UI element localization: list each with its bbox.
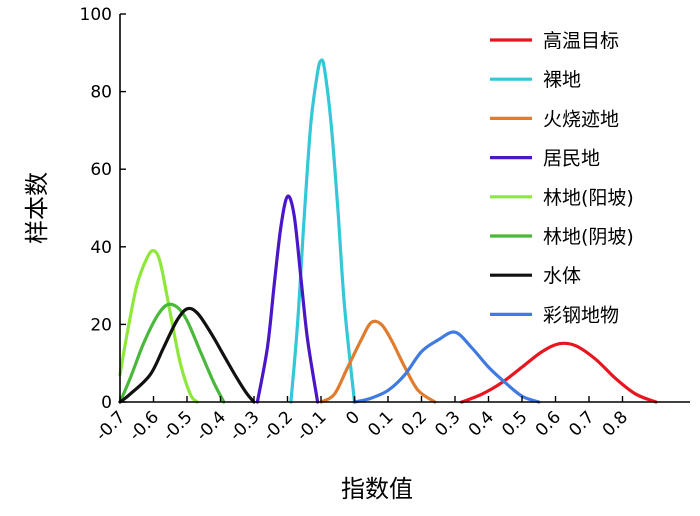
x-tick-label: 0.7 bbox=[565, 407, 598, 440]
legend-label: 裸地 bbox=[543, 69, 581, 91]
y-tick-label: 20 bbox=[90, 315, 112, 335]
series-curves bbox=[118, 58, 658, 404]
series-line bbox=[118, 249, 199, 404]
series-line bbox=[460, 341, 658, 404]
x-axis-ticks: -0.7-0.6-0.5-0.4-0.3-0.2-0.1 0 0.1 0.2 0.3 0.… bbox=[92, 396, 632, 445]
x-tick-label: 0.2 bbox=[398, 407, 431, 440]
x-axis-title: 指数值 bbox=[341, 475, 413, 503]
y-axis-ticks: 0 20 40 60 80 100 bbox=[80, 5, 126, 413]
legend-label: 居民地 bbox=[543, 148, 600, 170]
y-tick-label: 100 bbox=[80, 5, 112, 25]
y-tick-label: 80 bbox=[90, 83, 112, 103]
legend-label: 林地(阳坡) bbox=[543, 187, 634, 209]
series-line bbox=[289, 58, 357, 404]
x-tick-label: -0.3 bbox=[226, 407, 264, 445]
x-tick-label: 0.1 bbox=[364, 407, 397, 440]
x-tick-label: -0.6 bbox=[125, 407, 163, 445]
series-line bbox=[255, 194, 320, 404]
x-tick-label: 0.4 bbox=[465, 407, 498, 440]
x-tick-label: -0.7 bbox=[92, 407, 130, 445]
series-line bbox=[319, 319, 437, 404]
x-tick-label: 0 bbox=[342, 407, 364, 429]
y-tick-label: 60 bbox=[90, 160, 112, 180]
legend-label: 火烧迹地 bbox=[543, 108, 619, 130]
series-line bbox=[118, 302, 226, 404]
y-tick-label: 40 bbox=[90, 238, 112, 258]
y-tick-label: 0 bbox=[101, 393, 112, 413]
x-tick-label: 0.3 bbox=[431, 407, 464, 440]
legend-label: 林地(阴坡) bbox=[543, 226, 634, 248]
x-tick-label: 0.8 bbox=[599, 407, 632, 440]
legend-label: 彩钢地物 bbox=[543, 304, 619, 326]
x-tick-label: -0.2 bbox=[259, 407, 297, 445]
x-tick-label: 0.6 bbox=[532, 407, 565, 440]
legend-label: 水体 bbox=[543, 265, 581, 287]
series-line bbox=[118, 306, 256, 404]
x-tick-label: -0.1 bbox=[293, 407, 331, 445]
x-tick-label: -0.4 bbox=[192, 407, 230, 445]
x-tick-label: 0.5 bbox=[498, 407, 531, 440]
series-line bbox=[352, 330, 541, 404]
x-tick-label: -0.5 bbox=[159, 407, 197, 445]
y-axis-title: 样本数 bbox=[23, 172, 51, 244]
legend-label: 高温目标 bbox=[543, 30, 619, 52]
